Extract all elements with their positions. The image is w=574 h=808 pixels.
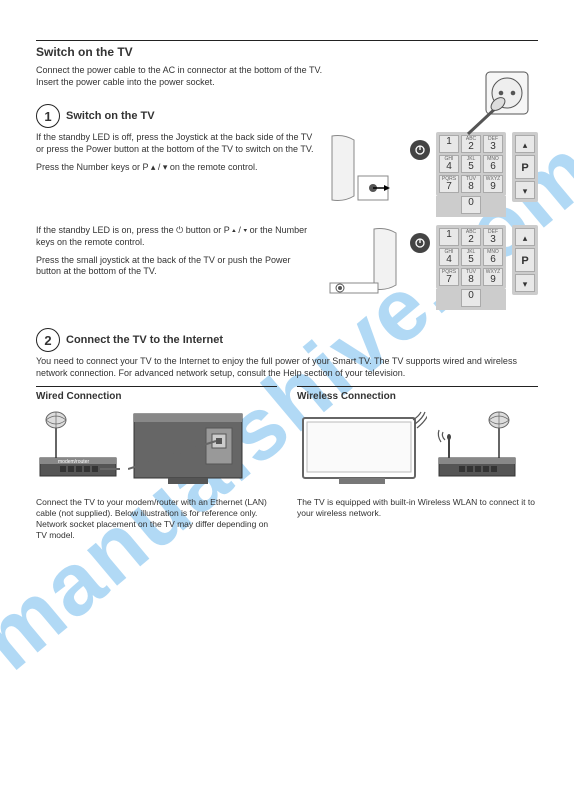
remote-keypad-1: 1 ABC2 DEF3 GHI4 JKL5 MNO6 PQRS7 TUV8 WX… (410, 132, 538, 217)
wireless-body: The TV is equipped with built-in Wireles… (297, 497, 538, 519)
wired-body: Connect the TV to your modem/router with… (36, 497, 277, 541)
number-keypad: 1 ABC2 DEF3 GHI4 JKL5 MNO6 PQRS7 TUV8 WX… (436, 132, 506, 196)
program-up-down: ▴ P ▾ (512, 132, 538, 202)
top-rule (36, 40, 538, 41)
wireless-rule (297, 386, 538, 387)
step1-para-b: If the standby LED is on, press the ⏻ bu… (36, 225, 314, 248)
wired-rule (36, 386, 277, 387)
power-icon (410, 140, 430, 160)
wireless-column: Wireless Connection (297, 386, 538, 550)
wireless-router-illustration (435, 410, 519, 493)
step-2-number: 2 (36, 328, 60, 352)
svg-text:modem/router: modem/router (58, 459, 89, 465)
number-keypad: 1 ABC2 DEF3 GHI4 JKL5 MNO6 PQRS7 TUV8 WX… (436, 225, 506, 289)
step-1-title: Switch on the TV (66, 110, 155, 122)
plug-instruction: Connect the power cable to the AC in con… (36, 65, 336, 88)
tv-front-wireless-illustration (297, 410, 427, 493)
step2-intro: You need to connect your TV to the Inter… (36, 356, 538, 379)
step1-para-b2: Press the small joystick at the back of … (36, 255, 314, 278)
wired-title: Wired Connection (36, 391, 277, 402)
tv-rear-lan-illustration (128, 410, 248, 493)
tv-bottom-button-illustration (324, 225, 404, 308)
power-icon (410, 233, 430, 253)
plug-socket-illustration (464, 68, 534, 141)
modem-router-illustration: modem/router (36, 410, 120, 493)
wired-column: Wired Connection modem/router (36, 386, 277, 550)
remote-keypad-2: 1 ABC2 DEF3 GHI4 JKL5 MNO6 PQRS7 TUV8 WX… (410, 225, 538, 310)
step-1-number: 1 (36, 104, 60, 128)
program-up-down: ▴ P ▾ (512, 225, 538, 295)
step-2-title: Connect the TV to the Internet (66, 334, 223, 346)
page-title: Switch on the TV (36, 45, 538, 59)
wireless-title: Wireless Connection (297, 391, 538, 402)
tv-rear-joystick-illustration (324, 132, 404, 215)
step1-para-a: If the standby LED is off, press the Joy… (36, 132, 314, 155)
step1-para-a2: Press the Number keys or P ▴ / ▾ on the … (36, 162, 314, 174)
page-root: Switch on the TV Connect the power cable… (0, 0, 574, 808)
